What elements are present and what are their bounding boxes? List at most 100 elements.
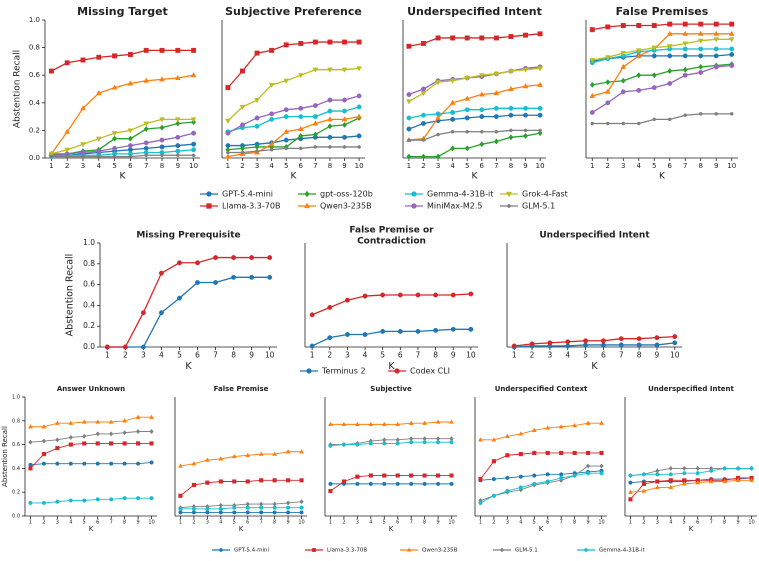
marker — [95, 497, 100, 502]
marker — [605, 79, 611, 86]
marker — [666, 44, 673, 50]
marker — [420, 153, 427, 160]
marker — [191, 460, 197, 466]
x-tick-label: 10 — [536, 162, 545, 170]
x-tick-label: 7 — [144, 162, 148, 170]
marker — [354, 421, 360, 427]
series-line — [51, 118, 194, 155]
marker — [464, 35, 470, 41]
marker — [191, 483, 196, 488]
marker — [651, 85, 657, 91]
marker — [232, 510, 237, 515]
marker — [529, 341, 535, 347]
marker — [225, 153, 231, 159]
marker — [299, 449, 304, 454]
marker — [175, 120, 181, 127]
marker — [713, 46, 719, 52]
marker — [178, 493, 183, 498]
marker — [218, 502, 223, 508]
marker — [143, 121, 150, 127]
marker — [174, 74, 181, 80]
marker — [395, 441, 400, 446]
marker — [537, 66, 543, 72]
x-tick-label: 8 — [433, 351, 438, 360]
marker — [122, 344, 128, 350]
marker — [682, 46, 688, 52]
marker — [309, 312, 315, 318]
marker — [249, 255, 255, 261]
marker — [284, 146, 289, 151]
marker — [709, 468, 714, 473]
marker — [254, 115, 260, 121]
x-axis-label: K — [185, 361, 192, 372]
x-tick-label: 5 — [284, 162, 288, 170]
marker — [195, 280, 200, 285]
series-line — [51, 154, 194, 158]
marker — [286, 505, 291, 510]
marker — [682, 471, 687, 476]
marker — [136, 441, 141, 446]
marker — [651, 23, 657, 28]
marker — [599, 450, 604, 455]
x-tick-label: 10 — [448, 520, 454, 526]
marker — [95, 136, 102, 142]
marker — [327, 97, 333, 103]
x-tick-label: 4 — [637, 162, 642, 170]
marker — [174, 117, 181, 123]
marker — [409, 473, 414, 478]
marker — [245, 501, 250, 507]
series-line — [480, 452, 602, 480]
marker — [620, 77, 626, 84]
marker — [599, 463, 604, 469]
marker — [409, 436, 414, 442]
marker — [464, 115, 470, 121]
marker — [589, 27, 595, 33]
marker — [341, 67, 348, 73]
marker — [341, 121, 348, 128]
marker — [668, 472, 673, 477]
marker — [668, 484, 674, 490]
x-tick-label: 10 — [355, 162, 364, 170]
x-tick-label: 6 — [398, 351, 403, 360]
marker — [518, 474, 523, 479]
series-line — [514, 335, 675, 347]
marker — [95, 89, 102, 96]
marker — [136, 461, 141, 466]
marker — [255, 149, 259, 153]
marker — [268, 82, 275, 89]
marker — [272, 478, 277, 483]
marker — [558, 424, 564, 429]
marker — [464, 75, 471, 82]
marker — [729, 46, 735, 52]
legend-marker — [507, 204, 511, 208]
x-tick-label: 1 — [407, 162, 411, 170]
marker — [357, 145, 361, 149]
marker — [695, 465, 700, 471]
marker — [493, 89, 500, 96]
marker — [65, 154, 69, 159]
x-tick-label: 5 — [112, 162, 116, 170]
marker — [380, 328, 386, 334]
marker — [283, 114, 289, 120]
marker — [149, 414, 154, 419]
series-line — [592, 33, 732, 97]
marker — [313, 145, 318, 149]
marker — [433, 327, 439, 333]
marker — [682, 41, 689, 47]
x-tick-label: 7 — [560, 520, 563, 526]
series-line — [30, 497, 152, 504]
marker — [204, 457, 210, 462]
marker — [190, 117, 197, 123]
series-line — [408, 66, 541, 96]
marker — [667, 53, 673, 59]
x-tick-label: 6 — [246, 520, 249, 526]
marker — [356, 39, 362, 45]
marker — [28, 462, 33, 467]
marker — [144, 153, 148, 158]
marker — [708, 478, 714, 484]
marker — [108, 419, 114, 424]
marker — [433, 292, 439, 298]
marker — [478, 73, 485, 79]
marker — [143, 140, 149, 146]
marker — [283, 107, 289, 113]
